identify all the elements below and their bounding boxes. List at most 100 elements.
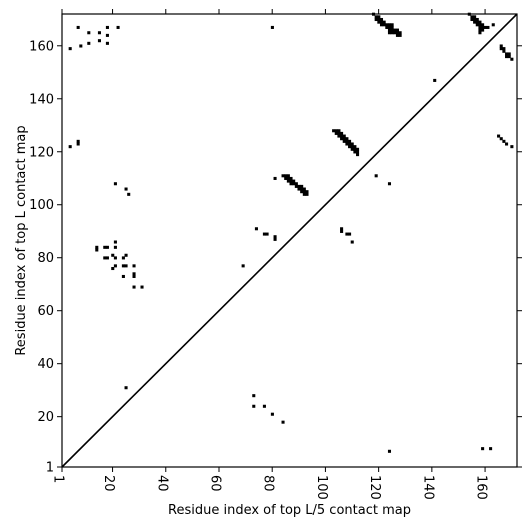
y-tick-label: 80 bbox=[37, 251, 54, 266]
contact-point bbox=[395, 33, 399, 37]
contact-point bbox=[510, 145, 514, 149]
contact-point bbox=[132, 285, 136, 289]
y-axis-label: Residue index of top L contact map bbox=[14, 125, 29, 355]
contact-point bbox=[510, 57, 514, 61]
contact-point bbox=[481, 23, 485, 27]
contact-point bbox=[356, 147, 360, 151]
contact-point bbox=[334, 129, 338, 133]
contact-point bbox=[387, 23, 392, 27]
y-tick-label: 20 bbox=[37, 410, 54, 425]
contact-point bbox=[124, 253, 128, 257]
x-tick-label: 140 bbox=[420, 475, 435, 500]
contact-point bbox=[265, 232, 269, 236]
contact-point bbox=[481, 25, 485, 29]
contact-point bbox=[340, 137, 344, 141]
contact-point bbox=[337, 129, 341, 133]
y-tick-label: 160 bbox=[29, 39, 54, 54]
contact-point bbox=[374, 17, 378, 22]
contact-point bbox=[289, 182, 293, 186]
contact-point bbox=[473, 17, 477, 22]
contact-point bbox=[502, 139, 506, 143]
contact-point bbox=[262, 404, 266, 408]
contact-point bbox=[502, 49, 506, 53]
contact-point bbox=[473, 15, 477, 19]
contact-point bbox=[499, 137, 503, 141]
contact-point bbox=[302, 190, 306, 194]
contact-point bbox=[284, 176, 288, 180]
contact-point bbox=[385, 25, 389, 29]
diagonal-line bbox=[61, 13, 518, 468]
contact-point bbox=[478, 25, 482, 29]
contact-point bbox=[294, 184, 298, 188]
contact-point bbox=[337, 131, 341, 135]
contact-point bbox=[345, 139, 349, 143]
contact-point bbox=[374, 174, 378, 178]
contact-point bbox=[284, 174, 288, 178]
contact-point bbox=[345, 142, 349, 146]
x-tick-label: 100 bbox=[314, 475, 329, 500]
contact-point bbox=[390, 23, 394, 27]
contact-point bbox=[302, 187, 306, 191]
contact-point bbox=[105, 25, 109, 29]
contact-point bbox=[97, 31, 101, 35]
contact-point bbox=[252, 394, 256, 398]
contact-point bbox=[113, 182, 117, 186]
contact-point bbox=[124, 187, 128, 191]
contact-point bbox=[353, 147, 357, 151]
contact-point bbox=[340, 134, 344, 138]
contact-point bbox=[105, 256, 109, 260]
contact-point bbox=[393, 28, 397, 32]
contact-point bbox=[478, 28, 482, 32]
contact-point bbox=[342, 134, 346, 138]
x-tick-label: 1 bbox=[51, 475, 66, 483]
contact-point bbox=[395, 28, 399, 32]
y-tick-label: 1 bbox=[46, 461, 54, 476]
contact-point bbox=[348, 145, 352, 149]
contact-point bbox=[289, 176, 293, 180]
contact-point bbox=[433, 78, 437, 82]
contact-point bbox=[116, 25, 120, 29]
contact-point bbox=[140, 285, 144, 289]
contact-point bbox=[382, 23, 386, 27]
contact-point bbox=[486, 25, 490, 29]
contact-point bbox=[273, 237, 277, 241]
contact-point bbox=[350, 147, 354, 151]
contact-point bbox=[502, 47, 506, 51]
contact-point bbox=[273, 176, 277, 180]
plot-frame bbox=[61, 13, 518, 468]
contact-point bbox=[393, 31, 397, 35]
contact-point bbox=[499, 44, 503, 48]
contact-point bbox=[390, 31, 394, 35]
contact-point bbox=[105, 33, 109, 37]
contact-point bbox=[270, 412, 274, 416]
contact-point bbox=[113, 240, 117, 244]
contact-point bbox=[481, 447, 485, 451]
contact-point bbox=[105, 245, 109, 249]
contact-point bbox=[111, 253, 115, 257]
contact-point bbox=[478, 20, 482, 24]
contact-point bbox=[289, 179, 293, 183]
y-tick-label: 140 bbox=[29, 92, 54, 107]
contact-point bbox=[481, 28, 485, 32]
contact-point bbox=[132, 264, 136, 268]
x-tick-label: 20 bbox=[101, 475, 116, 492]
y-tick-label: 120 bbox=[29, 145, 54, 160]
contact-point bbox=[113, 245, 117, 249]
contact-point bbox=[507, 55, 511, 59]
contact-point bbox=[348, 232, 352, 236]
contact-point bbox=[127, 192, 131, 196]
contact-point bbox=[473, 20, 477, 24]
contact-point bbox=[300, 190, 304, 194]
contact-point bbox=[97, 39, 101, 43]
contact-point bbox=[475, 17, 479, 22]
contact-point bbox=[387, 449, 392, 453]
contact-point bbox=[507, 52, 511, 56]
contact-point bbox=[281, 174, 285, 178]
y-tick-label: 40 bbox=[37, 357, 54, 372]
contact-point bbox=[105, 41, 109, 45]
x-tick-label: 160 bbox=[474, 475, 489, 500]
contact-point bbox=[356, 150, 360, 154]
contact-point bbox=[297, 187, 301, 191]
contact-point bbox=[342, 139, 346, 143]
contact-point bbox=[345, 232, 349, 236]
